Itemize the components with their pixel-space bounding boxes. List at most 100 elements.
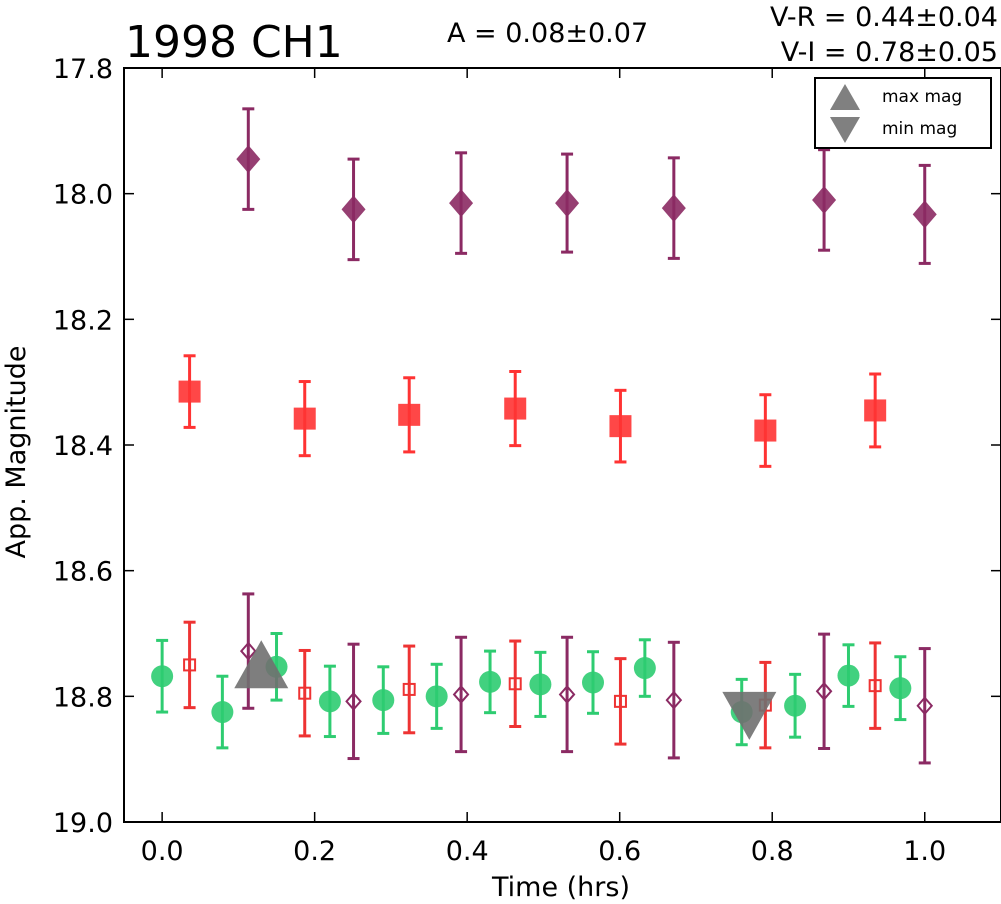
y-tick-label: 18.6	[53, 557, 113, 588]
y-tick-label: 17.8	[53, 54, 113, 85]
chart-title: 1998 CH1	[125, 17, 343, 68]
data-point	[479, 649, 502, 715]
circle-marker	[837, 664, 860, 687]
circle-marker	[211, 701, 234, 724]
circle-marker	[318, 690, 341, 713]
diamond-marker	[665, 690, 683, 710]
x-tick-label: 0.0	[141, 836, 184, 867]
circle-marker	[151, 665, 174, 688]
diamond-marker	[452, 684, 470, 704]
circle-marker	[372, 689, 395, 712]
data-point	[345, 642, 362, 761]
data-point	[211, 674, 234, 750]
data-point	[912, 163, 937, 265]
data-point	[613, 657, 627, 746]
legend-label-min: min mag	[882, 119, 957, 139]
data-point	[398, 376, 421, 454]
diamond-marker	[345, 691, 362, 711]
y-axis-label: App. Magnitude	[1, 346, 32, 559]
circle-marker	[784, 694, 807, 717]
diamond-marker	[239, 641, 257, 661]
min-mag-legend-icon	[830, 117, 860, 143]
diamond-marker	[812, 185, 837, 214]
data-point	[293, 380, 316, 458]
diamond-marker	[236, 145, 261, 174]
data-point	[609, 388, 632, 464]
circle-marker	[479, 670, 502, 693]
data-point	[529, 650, 552, 718]
x-tick-label: 1.0	[903, 836, 946, 867]
data-point	[633, 638, 656, 698]
data-point	[868, 641, 882, 730]
data-point	[151, 638, 174, 714]
square-marker	[402, 682, 416, 696]
data-point	[318, 664, 341, 739]
diamond-marker	[555, 189, 580, 218]
diamond-marker	[449, 189, 474, 218]
data-point	[402, 644, 416, 735]
data-point	[298, 648, 312, 738]
data-point	[837, 643, 860, 708]
axis-ticks: 0.0 0.2 0.4 0.6 0.8 1.0 17.8 18.0 18.2 18.4 18.6 18…	[53, 54, 1001, 867]
data-point	[864, 372, 887, 449]
square-marker	[398, 403, 421, 426]
diamond-marker	[661, 194, 686, 223]
x-tick-label: 0.2	[293, 836, 336, 867]
circle-marker	[582, 671, 605, 694]
data-point	[236, 107, 261, 211]
data-point	[661, 156, 686, 260]
y-tick-label: 18.4	[53, 431, 113, 462]
square-marker	[183, 658, 197, 672]
max-mag-marker	[234, 640, 289, 689]
data-point	[183, 620, 197, 710]
square-marker	[613, 694, 627, 708]
y-tick-label: 18.2	[53, 305, 113, 336]
data-point	[784, 672, 807, 739]
circle-marker	[889, 677, 912, 700]
square-marker	[298, 686, 312, 700]
data-point	[425, 662, 448, 730]
color-index-vr: V-R = 0.44±0.04	[770, 2, 998, 33]
square-marker	[508, 677, 522, 691]
legend-label-max: max mag	[882, 87, 962, 107]
square-marker	[754, 419, 777, 442]
plot-frame	[123, 67, 1001, 823]
data-point	[558, 635, 576, 754]
diamond-marker	[916, 696, 934, 716]
min-mag-marker	[722, 691, 777, 740]
color-index-vi: V-I = 0.78±0.05	[781, 37, 998, 68]
x-tick-label: 0.4	[446, 836, 489, 867]
data-point	[341, 157, 366, 262]
square-marker	[868, 679, 882, 693]
x-tick-label: 0.6	[598, 836, 641, 867]
y-tick-label: 18.0	[53, 180, 113, 211]
data-point	[508, 639, 522, 728]
data-point	[372, 665, 395, 735]
square-marker	[293, 407, 316, 430]
data-point	[815, 632, 833, 750]
circle-marker	[633, 657, 656, 680]
data-point	[504, 369, 527, 448]
data-point	[582, 650, 605, 715]
circle-marker	[425, 685, 448, 708]
data-point	[178, 354, 201, 429]
square-marker	[504, 397, 527, 420]
diamond-marker	[815, 681, 833, 701]
diamond-marker	[912, 200, 937, 229]
square-marker	[609, 415, 632, 438]
y-tick-label: 18.8	[53, 682, 113, 713]
legend: max mag min mag	[814, 77, 992, 149]
data-point	[812, 148, 837, 252]
square-marker	[864, 399, 887, 422]
data-point	[665, 640, 683, 760]
data-point	[555, 152, 580, 254]
data-point	[449, 151, 474, 255]
header: 1998 CH1 A = 0.08±0.07 V-R = 0.44±0.04 V…	[125, 2, 998, 68]
diamond-marker	[558, 684, 576, 704]
circle-marker	[529, 673, 552, 696]
amplitude-label: A = 0.08±0.07	[447, 18, 648, 49]
data-point	[452, 635, 470, 754]
x-tick-label: 0.8	[751, 836, 794, 867]
max-mag-legend-icon	[830, 84, 860, 110]
